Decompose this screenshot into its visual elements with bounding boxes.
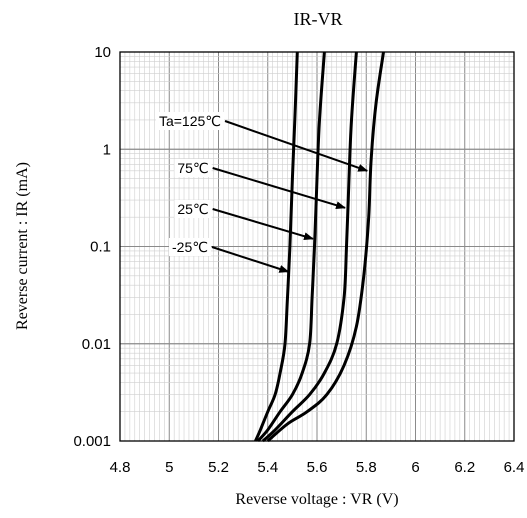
y-tick-labels: 0.001 0.01 0.1 1 10	[73, 44, 111, 450]
series-line	[254, 51, 299, 442]
annotation-arrow	[211, 246, 290, 273]
x-tick-label: 6	[411, 459, 419, 476]
annotation-label-bg	[169, 238, 211, 256]
x-tick-label: 5.6	[307, 459, 328, 476]
x-tick-labels: 4.8 5 5.2 5.4 5.6 5.8 6 6.2 6.4	[110, 459, 525, 476]
annotation-label: 75℃	[177, 160, 208, 176]
plot-frame	[119, 51, 515, 442]
annotation-arrow	[212, 208, 314, 241]
x-tick-label: 5.2	[208, 459, 229, 476]
annotations: Ta=125℃ 75℃ 25℃ -25℃	[155, 112, 369, 273]
annotation-arrow	[212, 167, 346, 210]
annotation-label: 25℃	[177, 201, 208, 217]
x-tick-label: 5.4	[257, 459, 278, 476]
annotation-label-bg	[174, 200, 212, 218]
series-line	[256, 51, 326, 443]
x-tick-label: 5.8	[356, 459, 377, 476]
x-axis-label: Reverse voltage : VR (V)	[235, 491, 398, 508]
y-tick-label: 10	[94, 44, 111, 61]
y-tick-label: 1	[103, 141, 111, 158]
y-axis-label: Reverse current : IR (mA)	[14, 162, 31, 330]
y-tick-label: 0.001	[73, 433, 111, 450]
y-tick-label: 0.1	[90, 239, 111, 256]
series-line	[261, 51, 358, 443]
chart-title: IR-VR	[294, 9, 343, 29]
annotation-label: Ta=125℃	[159, 113, 221, 129]
series-line	[266, 51, 385, 443]
annotation-label: -25℃	[172, 239, 208, 255]
x-tick-label: 5	[165, 459, 173, 476]
annotation-label-bg	[174, 159, 212, 177]
x-tick-label: 6.2	[454, 459, 475, 476]
x-tick-label: 6.4	[504, 459, 525, 476]
annotation-arrow	[224, 120, 369, 172]
x-tick-label: 4.8	[110, 459, 131, 476]
series-lines	[254, 51, 385, 443]
annotation-label-bg	[155, 112, 225, 130]
y-tick-label: 0.01	[82, 336, 111, 353]
